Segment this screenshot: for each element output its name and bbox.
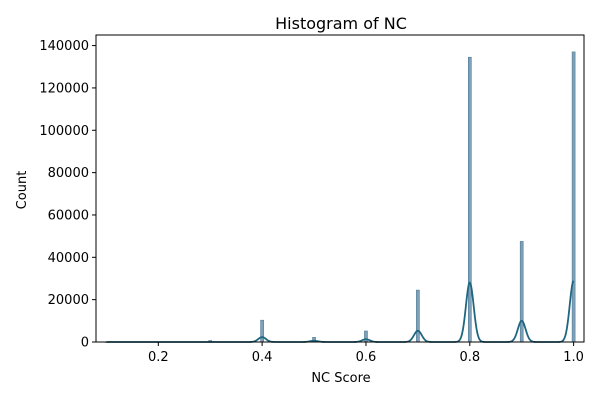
kde-layer bbox=[106, 280, 575, 343]
x-ticks: 0.2 0.4 0.6 0.8 1.0 bbox=[148, 342, 584, 365]
kde-curve bbox=[106, 280, 575, 343]
histogram-bar-9 bbox=[571, 51, 576, 343]
y-axis-label: Count bbox=[15, 171, 30, 210]
histogram-bar-8 bbox=[519, 241, 524, 343]
histogram-bar-5 bbox=[364, 330, 368, 343]
plot-frame bbox=[95, 34, 585, 343]
y-tick-label-7: 140000 bbox=[39, 39, 89, 54]
y-tick-label-3: 60000 bbox=[48, 208, 89, 223]
x-axis-label: NC Score bbox=[311, 371, 370, 386]
chart-title: Histogram of NC bbox=[275, 14, 407, 33]
y-tick-label-0: 0 bbox=[81, 336, 89, 351]
y-tick-label-6: 120000 bbox=[39, 81, 89, 96]
x-tick-label-2: 0.6 bbox=[356, 350, 377, 365]
y-ticks: 0 20000 40000 60000 80000 100000 120000 140000 bbox=[39, 39, 96, 351]
y-tick-label-4: 80000 bbox=[48, 166, 89, 181]
y-tick-label-2: 40000 bbox=[48, 251, 89, 266]
x-tick-label-1: 0.4 bbox=[252, 350, 273, 365]
histogram-bar-6 bbox=[416, 289, 420, 343]
x-tick-label-0: 0.2 bbox=[148, 350, 169, 365]
y-tick-label-1: 20000 bbox=[48, 293, 89, 308]
x-tick-label-4: 1.0 bbox=[563, 350, 584, 365]
axes bbox=[95, 34, 585, 343]
y-tick-label-5: 100000 bbox=[39, 124, 89, 139]
histogram-bar-7 bbox=[467, 56, 472, 343]
histogram-bar-3 bbox=[260, 319, 264, 343]
x-tick-label-3: 0.8 bbox=[459, 350, 480, 365]
bars bbox=[104, 51, 576, 343]
